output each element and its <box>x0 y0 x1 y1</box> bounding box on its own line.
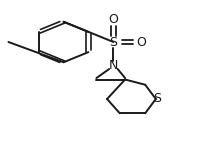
Text: O: O <box>109 13 118 26</box>
Text: S: S <box>153 93 161 105</box>
Text: S: S <box>109 36 117 48</box>
Text: N: N <box>109 59 118 72</box>
Text: O: O <box>136 36 146 48</box>
